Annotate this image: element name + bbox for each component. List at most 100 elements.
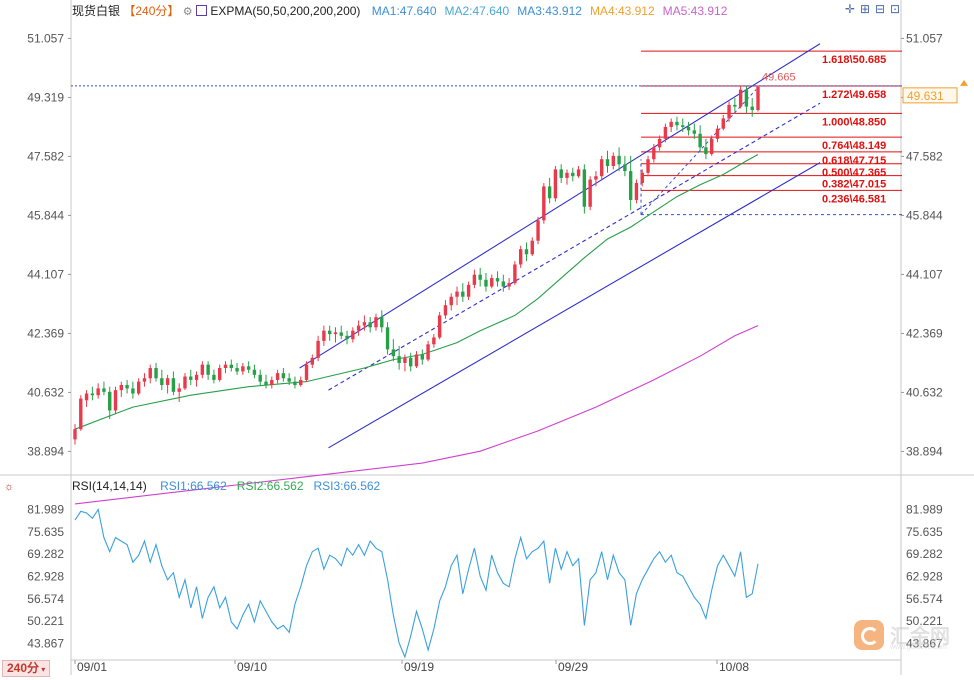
candle-body — [229, 364, 233, 369]
candlestick — [721, 115, 725, 131]
candle-body — [466, 284, 471, 297]
candlestick — [657, 135, 662, 151]
zoom-in-icon[interactable]: ⊞ — [859, 2, 871, 16]
indicator-name: EXPMA(50,50,200,200,200) — [210, 4, 361, 18]
candle-body — [322, 330, 326, 341]
candle-body — [177, 388, 181, 392]
candlestick — [542, 182, 546, 224]
candlestick — [675, 116, 679, 131]
candlestick — [119, 381, 124, 397]
fib-level-label: 0.500\47.365 — [822, 167, 886, 179]
candlestick — [582, 164, 587, 214]
candlestick — [478, 267, 482, 287]
fib-diagonal-line — [640, 89, 757, 215]
candlestick — [727, 101, 731, 122]
zoom-out-icon[interactable]: ⊟ — [874, 2, 886, 16]
rsi-tick-left: 56.574 — [27, 592, 64, 606]
watermark-name: 汇金网 — [890, 624, 950, 648]
candle-body — [241, 366, 245, 372]
candlestick — [443, 300, 448, 319]
candle-body — [640, 172, 644, 183]
candlestick — [426, 340, 430, 362]
candle-body — [206, 364, 210, 375]
candle-body — [299, 379, 303, 386]
candle-body — [183, 376, 187, 389]
candlestick — [571, 167, 575, 182]
candlestick — [380, 310, 384, 333]
candlestick — [420, 349, 424, 365]
candlestick — [131, 381, 135, 399]
candlestick — [403, 354, 407, 372]
candle-body — [275, 373, 280, 380]
candle-body — [652, 147, 656, 160]
rsi-sun-icon[interactable]: ☼ — [4, 481, 15, 493]
candlestick — [513, 261, 517, 285]
crosshair-icon[interactable]: ✛ — [844, 2, 856, 16]
candlestick — [287, 373, 291, 386]
candlestick — [235, 362, 239, 375]
price-tick-right: 40.632 — [906, 385, 943, 399]
candle-body — [79, 398, 83, 430]
candle-body — [380, 317, 384, 328]
price-tick-left: 51.057 — [27, 31, 64, 45]
candlestick — [183, 373, 187, 391]
candlestick — [241, 362, 245, 375]
candlestick — [594, 171, 598, 187]
candle-body — [542, 186, 546, 221]
candlestick — [281, 368, 286, 382]
candle-body — [738, 89, 743, 107]
candlestick — [461, 283, 465, 302]
candle-body — [576, 169, 581, 177]
period-badge[interactable]: 240分 ▾ — [2, 660, 51, 677]
fib-level-label: 1.618\50.685 — [822, 54, 886, 66]
candle-body — [333, 332, 338, 335]
date-tick-label: 10/08 — [719, 660, 749, 674]
candle-body — [530, 240, 534, 255]
price-tick-right: 51.057 — [906, 31, 943, 45]
candle-body — [154, 368, 158, 379]
candle-body — [119, 385, 124, 391]
candlestick — [84, 390, 89, 408]
candle-body — [721, 118, 725, 129]
candle-body — [131, 388, 135, 394]
candle-body — [310, 357, 315, 365]
candlestick — [559, 164, 563, 183]
current-price-value: 49.631 — [907, 89, 944, 103]
candlestick — [686, 121, 691, 136]
candlestick — [640, 169, 644, 187]
candle-body — [356, 325, 361, 331]
ma-label-5: MA5:43.912 — [662, 4, 728, 18]
candle-body — [571, 172, 575, 177]
candlestick — [750, 98, 754, 117]
candlestick — [501, 274, 506, 292]
candlestick — [333, 327, 338, 343]
indicator-chart-icon[interactable] — [195, 5, 207, 16]
candle-body — [553, 169, 558, 199]
candlestick — [258, 369, 262, 386]
date-tick-label: 09/29 — [558, 660, 588, 674]
candle-body — [142, 378, 147, 382]
period-label[interactable]: 【240分】 — [123, 4, 180, 18]
rsi-header-text: RSI(14,14,14) RSI1:66.562 RSI2:66.562 RSI3… — [72, 478, 380, 494]
fib-level-label: 1.272\49.658 — [822, 89, 886, 101]
date-tick-label: 09/01 — [77, 660, 107, 674]
candle-body — [171, 378, 176, 392]
candlestick — [652, 143, 656, 163]
candlestick — [322, 325, 326, 346]
candle-body — [362, 322, 367, 326]
candle-body — [125, 385, 129, 389]
candlestick — [518, 245, 523, 268]
price-tick-left: 49.319 — [27, 90, 64, 104]
axis-labels: 51.05751.05749.31949.31947.58247.58245.8… — [27, 31, 968, 674]
settings-icon[interactable]: ⊡ — [889, 2, 901, 16]
candle-body — [73, 429, 77, 440]
rsi-tick-left: 43.867 — [27, 636, 64, 650]
candle-body — [611, 155, 615, 167]
candle-body — [588, 179, 592, 207]
candlestick — [165, 374, 170, 394]
candle-body — [600, 159, 604, 177]
indicator-settings-icon[interactable]: ⚙ — [182, 6, 193, 18]
candle-body — [218, 368, 222, 380]
